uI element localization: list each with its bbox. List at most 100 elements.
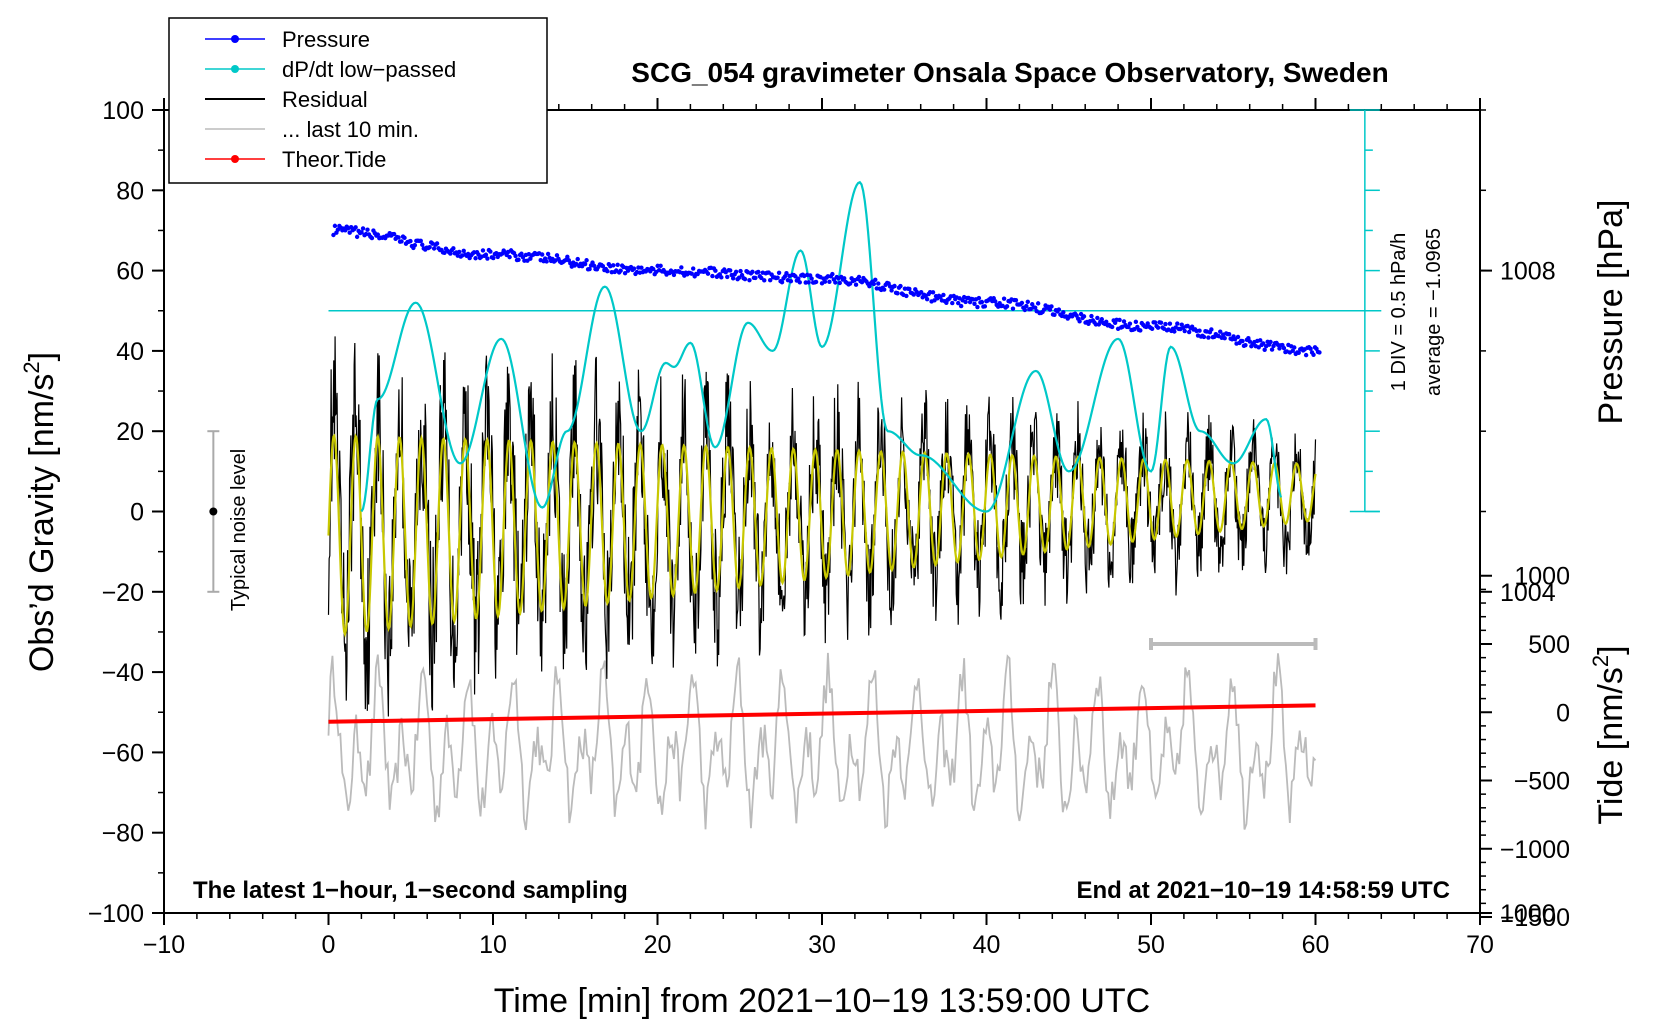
pressure-point <box>1262 347 1267 352</box>
pressure-point <box>1303 352 1309 358</box>
pressure-point <box>671 272 677 278</box>
pressure-point <box>1126 324 1131 330</box>
pressure-point <box>689 271 694 276</box>
pressure-point <box>892 283 897 289</box>
pressure-point <box>427 245 432 250</box>
pressure-point <box>1201 334 1207 340</box>
pressure-point <box>507 254 512 260</box>
pressure-point <box>353 225 358 230</box>
pressure-point <box>369 235 375 241</box>
pressure-point <box>554 253 560 258</box>
pressure-point <box>797 280 802 285</box>
legend-marker <box>231 155 239 163</box>
pressure-point <box>396 235 401 240</box>
pressure-point <box>809 276 814 281</box>
pressure-point <box>779 280 785 285</box>
pressure-tick-label: 1004 <box>1500 579 1556 607</box>
pressure-point <box>904 293 909 299</box>
pressure-point <box>941 292 946 298</box>
y-tick-label: −20 <box>102 579 144 607</box>
pressure-point <box>1056 307 1062 312</box>
pressure-point <box>1138 328 1143 333</box>
pressure-point <box>408 238 413 244</box>
pressure-point <box>1104 319 1109 325</box>
pressure-point <box>1010 306 1016 311</box>
pressure-point <box>1268 339 1273 345</box>
pressure-point <box>775 275 780 280</box>
residual-smoothed-line <box>327 433 1317 638</box>
legend-label: dP/dt low−passed <box>282 57 456 82</box>
pressure-point <box>889 288 894 293</box>
pressure-point <box>1081 314 1087 319</box>
pressure-point <box>733 269 739 275</box>
pressure-point <box>448 251 453 256</box>
pressure-point <box>713 268 718 273</box>
pressure-point <box>1109 324 1115 330</box>
pressure-point <box>830 271 835 277</box>
pressure-point <box>796 276 801 281</box>
pressure-point <box>611 263 616 268</box>
pressure-point <box>793 274 798 279</box>
tide-axis-title: Tide [nm/s2] <box>1588 645 1630 824</box>
pressure-point <box>1121 319 1127 324</box>
pressure-point <box>457 249 462 255</box>
pressure-point <box>1197 328 1202 333</box>
pressure-point <box>600 264 606 269</box>
pressure-point <box>1317 350 1322 355</box>
pressure-point <box>881 287 887 292</box>
pressure-point <box>833 280 838 285</box>
pressure-point <box>1035 301 1041 306</box>
tide-axis-title-main: Tide [nm/s <box>1592 667 1630 824</box>
pressure-point <box>391 231 397 237</box>
y-axis-title: Obs’d Gravity [nm/s2] <box>19 352 61 672</box>
pressure-point <box>963 299 968 305</box>
legend-label: Residual <box>282 87 368 112</box>
pressure-point <box>738 268 743 274</box>
pressure-point <box>1226 332 1232 337</box>
pressure-point <box>1013 298 1019 303</box>
pressure-point <box>587 266 592 272</box>
pressure-point <box>1269 347 1275 352</box>
legend-box <box>168 17 548 184</box>
pressure-point <box>837 280 842 286</box>
pressure-point <box>982 304 988 309</box>
chart-title: SCG_054 gravimeter Onsala Space Observat… <box>631 57 1388 88</box>
pressure-point <box>1052 312 1057 317</box>
x-axis-title: Time [min] from 2021−10−19 13:59:00 UTC <box>494 982 1150 1020</box>
pressure-point <box>485 256 490 261</box>
pressure-point <box>1206 335 1211 340</box>
pressure-point <box>705 271 711 276</box>
pressure-point <box>876 281 881 286</box>
pressure-point <box>871 281 877 287</box>
pressure-point <box>924 296 930 302</box>
pressure-point <box>591 263 597 268</box>
pressure-point <box>750 269 755 275</box>
pressure-point <box>332 223 338 229</box>
pressure-point <box>544 259 549 264</box>
pressure-point <box>691 266 696 271</box>
pressure-point <box>1163 321 1168 327</box>
pressure-point <box>747 277 752 283</box>
pressure-point <box>1256 345 1261 350</box>
pressure-point <box>1235 334 1241 340</box>
pressure-point <box>822 279 828 284</box>
pressure-point <box>519 251 524 256</box>
pressure-point <box>1260 341 1266 346</box>
pressure-point <box>1290 348 1296 353</box>
pressure-point <box>1175 321 1180 326</box>
pressure-point <box>461 248 466 253</box>
y-tick-label: 60 <box>116 258 144 286</box>
pressure-point <box>618 268 623 273</box>
pressure-point <box>1032 305 1038 310</box>
pressure-point <box>907 286 912 292</box>
x-tick-label: 0 <box>322 931 336 959</box>
pressure-point <box>1133 319 1139 325</box>
pressure-point <box>365 227 370 232</box>
pressure-point <box>1167 321 1173 326</box>
pressure-point <box>1311 352 1316 357</box>
pressure-point <box>756 269 761 275</box>
legend-label: Theor.Tide <box>282 147 386 172</box>
noise-level-label: Typical noise level <box>228 449 250 611</box>
x-tick-label: 50 <box>1137 931 1165 959</box>
pressure-point <box>1077 319 1082 324</box>
